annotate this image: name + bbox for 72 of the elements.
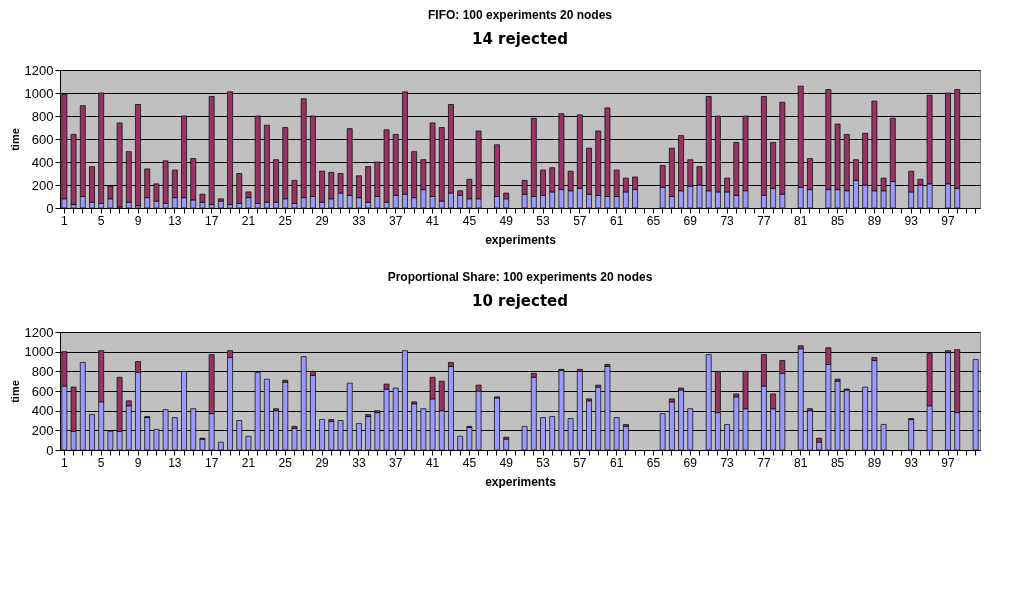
y-axis-title: time — [8, 128, 21, 151]
x-tick-label: 73 — [720, 213, 735, 228]
y-tick-label: 400 — [31, 154, 54, 170]
x-tick-label: 13 — [168, 455, 182, 470]
x-tick-label: 93 — [904, 213, 919, 228]
y-tick-label: 1200 — [24, 324, 54, 340]
x-tick-label: 53 — [536, 455, 551, 470]
x-tick-label: 57 — [573, 455, 587, 470]
x-tick-label: 89 — [867, 213, 882, 228]
x-tick-label: 21 — [241, 455, 256, 470]
x-tick-label: 69 — [683, 213, 698, 228]
x-tick-label: 29 — [315, 455, 330, 470]
x-tick-label: 37 — [389, 455, 403, 470]
x-tick-label: 81 — [794, 455, 808, 470]
x-tick-label: 37 — [389, 213, 403, 228]
x-tick-label: 45 — [462, 455, 477, 470]
chart-title: Proportional Share: 100 experiments 20 nodes — [387, 270, 653, 284]
x-tick-label: 49 — [499, 213, 514, 228]
x-tick-label: 5 — [97, 213, 105, 228]
x-tick-label: 73 — [720, 455, 735, 470]
x-tick-label: 93 — [904, 455, 919, 470]
x-tick-label: 49 — [499, 455, 514, 470]
y-tick-label: 200 — [31, 422, 54, 438]
x-tick-label: 69 — [683, 455, 698, 470]
x-tick-label: 1 — [61, 455, 69, 470]
x-tick-label: 53 — [536, 213, 551, 228]
x-tick-label: 1 — [61, 213, 69, 228]
chart-title: FIFO: 100 experiments 20 nodes — [427, 8, 613, 22]
x-tick-label: 25 — [278, 213, 293, 228]
x-tick-label: 17 — [204, 213, 219, 228]
x-tick-label: 97 — [941, 455, 956, 470]
x-tick-label: 85 — [830, 455, 845, 470]
x-tick-label: 97 — [941, 213, 956, 228]
x-tick-label: 9 — [134, 455, 142, 470]
x-tick-label: 33 — [352, 213, 366, 228]
x-tick-label: 77 — [757, 213, 771, 228]
y-tick-label: 600 — [31, 131, 54, 147]
x-tick-label: 17 — [204, 455, 219, 470]
x-tick-label: 45 — [462, 213, 477, 228]
x-tick-label: 61 — [609, 455, 624, 470]
x-tick-label: 9 — [134, 213, 142, 228]
y-tick-label: 400 — [31, 403, 54, 419]
x-tick-label: 85 — [830, 213, 845, 228]
y-tick-label: 600 — [31, 383, 54, 399]
x-tick-label: 33 — [352, 455, 366, 470]
y-tick-label: 800 — [31, 108, 54, 124]
x-axis-title: experiments — [485, 474, 557, 489]
x-tick-label: 65 — [646, 213, 661, 228]
y-tick-label: 1200 — [24, 62, 54, 78]
x-tick-label: 61 — [609, 213, 624, 228]
x-tick-label: 89 — [867, 455, 882, 470]
y-tick-label: 200 — [31, 177, 54, 193]
x-tick-label: 5 — [97, 455, 105, 470]
y-tick-label: 1000 — [24, 85, 54, 101]
y-tick-label: 0 — [46, 200, 54, 216]
x-tick-label: 81 — [794, 213, 808, 228]
x-tick-label: 21 — [241, 213, 256, 228]
x-tick-label: 25 — [278, 455, 293, 470]
x-tick-label: 65 — [646, 455, 661, 470]
y-tick-label: 1000 — [24, 344, 54, 360]
x-tick-label: 41 — [425, 455, 440, 470]
chart-subtitle: 10 rejected — [472, 292, 568, 310]
x-axis-title: experiments — [485, 232, 557, 247]
x-tick-label: 77 — [757, 455, 771, 470]
x-tick-label: 57 — [573, 213, 587, 228]
x-tick-label: 41 — [425, 213, 440, 228]
y-tick-label: 800 — [31, 363, 54, 379]
y-tick-label: 0 — [46, 442, 54, 458]
chart-subtitle: 14 rejected — [472, 30, 568, 48]
x-tick-label: 13 — [168, 213, 182, 228]
y-axis-title: time — [8, 380, 21, 403]
x-tick-label: 29 — [315, 213, 330, 228]
